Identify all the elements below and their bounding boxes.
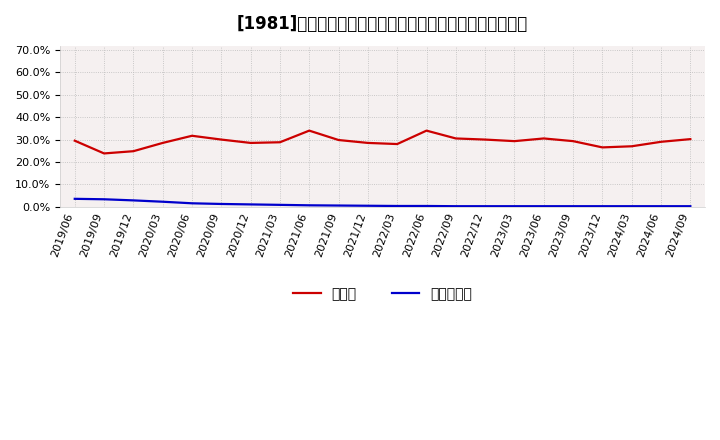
有利子負債 (686, 204, 695, 209)
現頃金 (569, 139, 577, 144)
現頃金 (510, 139, 519, 144)
有利子負債 (129, 198, 138, 203)
有利子負債 (451, 204, 460, 209)
有利子負債 (364, 203, 372, 209)
有利子負債 (569, 204, 577, 209)
現頃金 (657, 139, 665, 144)
Title: [1981]　現頃金、有利子負債の総資産に対する比率の推移: [1981] 現頃金、有利子負債の総資産に対する比率の推移 (237, 15, 528, 33)
有利子負債 (422, 203, 431, 209)
現頃金 (364, 140, 372, 146)
現頃金 (598, 145, 607, 150)
有利子負債 (100, 197, 109, 202)
現頃金 (334, 137, 343, 143)
現頃金 (188, 133, 197, 139)
有利子負債 (246, 202, 255, 207)
現頃金 (305, 128, 314, 133)
現頃金 (217, 137, 225, 142)
有利子負債 (188, 201, 197, 206)
現頃金 (451, 136, 460, 141)
Line: 現頃金: 現頃金 (75, 131, 690, 154)
有利子負債 (510, 204, 519, 209)
有利子負債 (305, 203, 314, 208)
Legend: 現頃金, 有利子負債: 現頃金, 有利子負債 (287, 281, 478, 306)
現頃金 (158, 140, 167, 146)
有利子負債 (539, 204, 548, 209)
現頃金 (422, 128, 431, 133)
現頃金 (71, 138, 79, 143)
現頃金 (100, 151, 109, 156)
有利子負債 (71, 196, 79, 202)
現頃金 (276, 139, 284, 145)
現頃金 (129, 149, 138, 154)
現頃金 (627, 143, 636, 149)
有利子負債 (158, 199, 167, 204)
現頃金 (539, 136, 548, 141)
現頃金 (393, 141, 402, 147)
有利子負債 (481, 204, 490, 209)
Line: 有利子負債: 有利子負債 (75, 199, 690, 206)
現頃金 (481, 137, 490, 142)
現頃金 (686, 136, 695, 142)
有利子負債 (334, 203, 343, 208)
有利子負債 (393, 203, 402, 209)
有利子負債 (217, 202, 225, 207)
現頃金 (246, 140, 255, 146)
有利子負債 (627, 204, 636, 209)
有利子負債 (598, 204, 607, 209)
有利子負債 (276, 202, 284, 208)
有利子負債 (657, 204, 665, 209)
